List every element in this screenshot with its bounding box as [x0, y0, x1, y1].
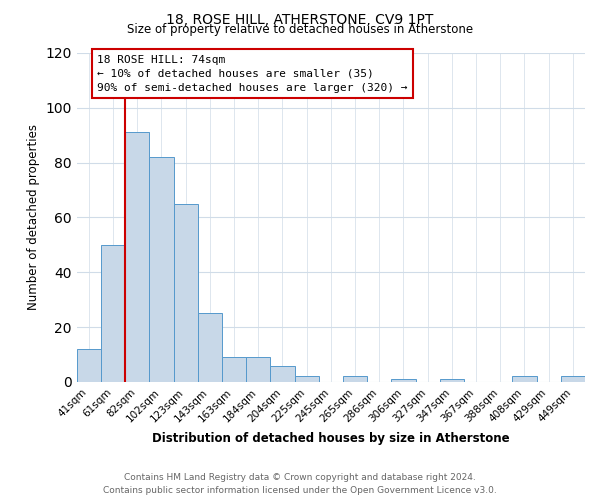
Bar [561, 376, 585, 382]
Bar [271, 366, 295, 382]
Bar [149, 157, 173, 382]
Bar [77, 349, 101, 382]
Bar [391, 379, 416, 382]
Bar [246, 358, 271, 382]
Text: 18 ROSE HILL: 74sqm
← 10% of detached houses are smaller (35)
90% of semi-detach: 18 ROSE HILL: 74sqm ← 10% of detached ho… [97, 54, 407, 92]
X-axis label: Distribution of detached houses by size in Atherstone: Distribution of detached houses by size … [152, 432, 510, 445]
Bar [101, 245, 125, 382]
Bar [173, 204, 198, 382]
Bar [440, 379, 464, 382]
Text: 18, ROSE HILL, ATHERSTONE, CV9 1PT: 18, ROSE HILL, ATHERSTONE, CV9 1PT [166, 12, 434, 26]
Bar [222, 358, 246, 382]
Bar [125, 132, 149, 382]
Bar [343, 376, 367, 382]
Bar [198, 314, 222, 382]
Text: Size of property relative to detached houses in Atherstone: Size of property relative to detached ho… [127, 22, 473, 36]
Text: Contains HM Land Registry data © Crown copyright and database right 2024.
Contai: Contains HM Land Registry data © Crown c… [103, 474, 497, 495]
Bar [512, 376, 536, 382]
Bar [295, 376, 319, 382]
Y-axis label: Number of detached properties: Number of detached properties [27, 124, 40, 310]
